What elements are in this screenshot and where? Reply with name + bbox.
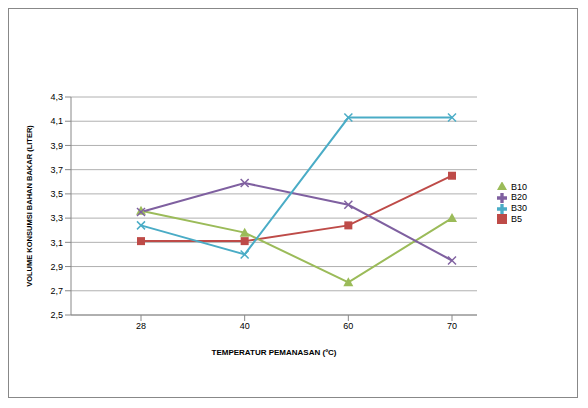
svg-text:70: 70 bbox=[447, 321, 457, 331]
svg-text:VOLUME KONSUMSI BAHAN BAKAR (L: VOLUME KONSUMSI BAHAN BAKAR (LITER) bbox=[25, 125, 34, 287]
svg-text:3,3: 3,3 bbox=[50, 213, 63, 223]
svg-text:4,3: 4,3 bbox=[50, 92, 63, 102]
html-text:B20: B20 bbox=[511, 192, 527, 203]
svg-text:3,9: 3,9 bbox=[50, 141, 63, 151]
svg-text:2,5: 2,5 bbox=[50, 310, 63, 320]
svg-text:4,1: 4,1 bbox=[50, 116, 63, 126]
svg-text:28: 28 bbox=[136, 321, 146, 331]
svg-text:2,7: 2,7 bbox=[50, 286, 63, 296]
svg-text:60: 60 bbox=[343, 321, 353, 331]
html-text:B5: B5 bbox=[511, 213, 522, 224]
svg-text:40: 40 bbox=[240, 321, 250, 331]
svg-text:3,1: 3,1 bbox=[50, 238, 63, 248]
html-text:B30: B30 bbox=[511, 203, 527, 213]
svg-text:3,7: 3,7 bbox=[50, 165, 63, 175]
svg-text:3,5: 3,5 bbox=[50, 189, 63, 199]
svg-text:2,9: 2,9 bbox=[50, 262, 63, 272]
html-text:B10: B10 bbox=[511, 181, 527, 192]
svg-text:TEMPERATUR PEMANASAN (ºC): TEMPERATUR PEMANASAN (ºC) bbox=[212, 348, 337, 357]
